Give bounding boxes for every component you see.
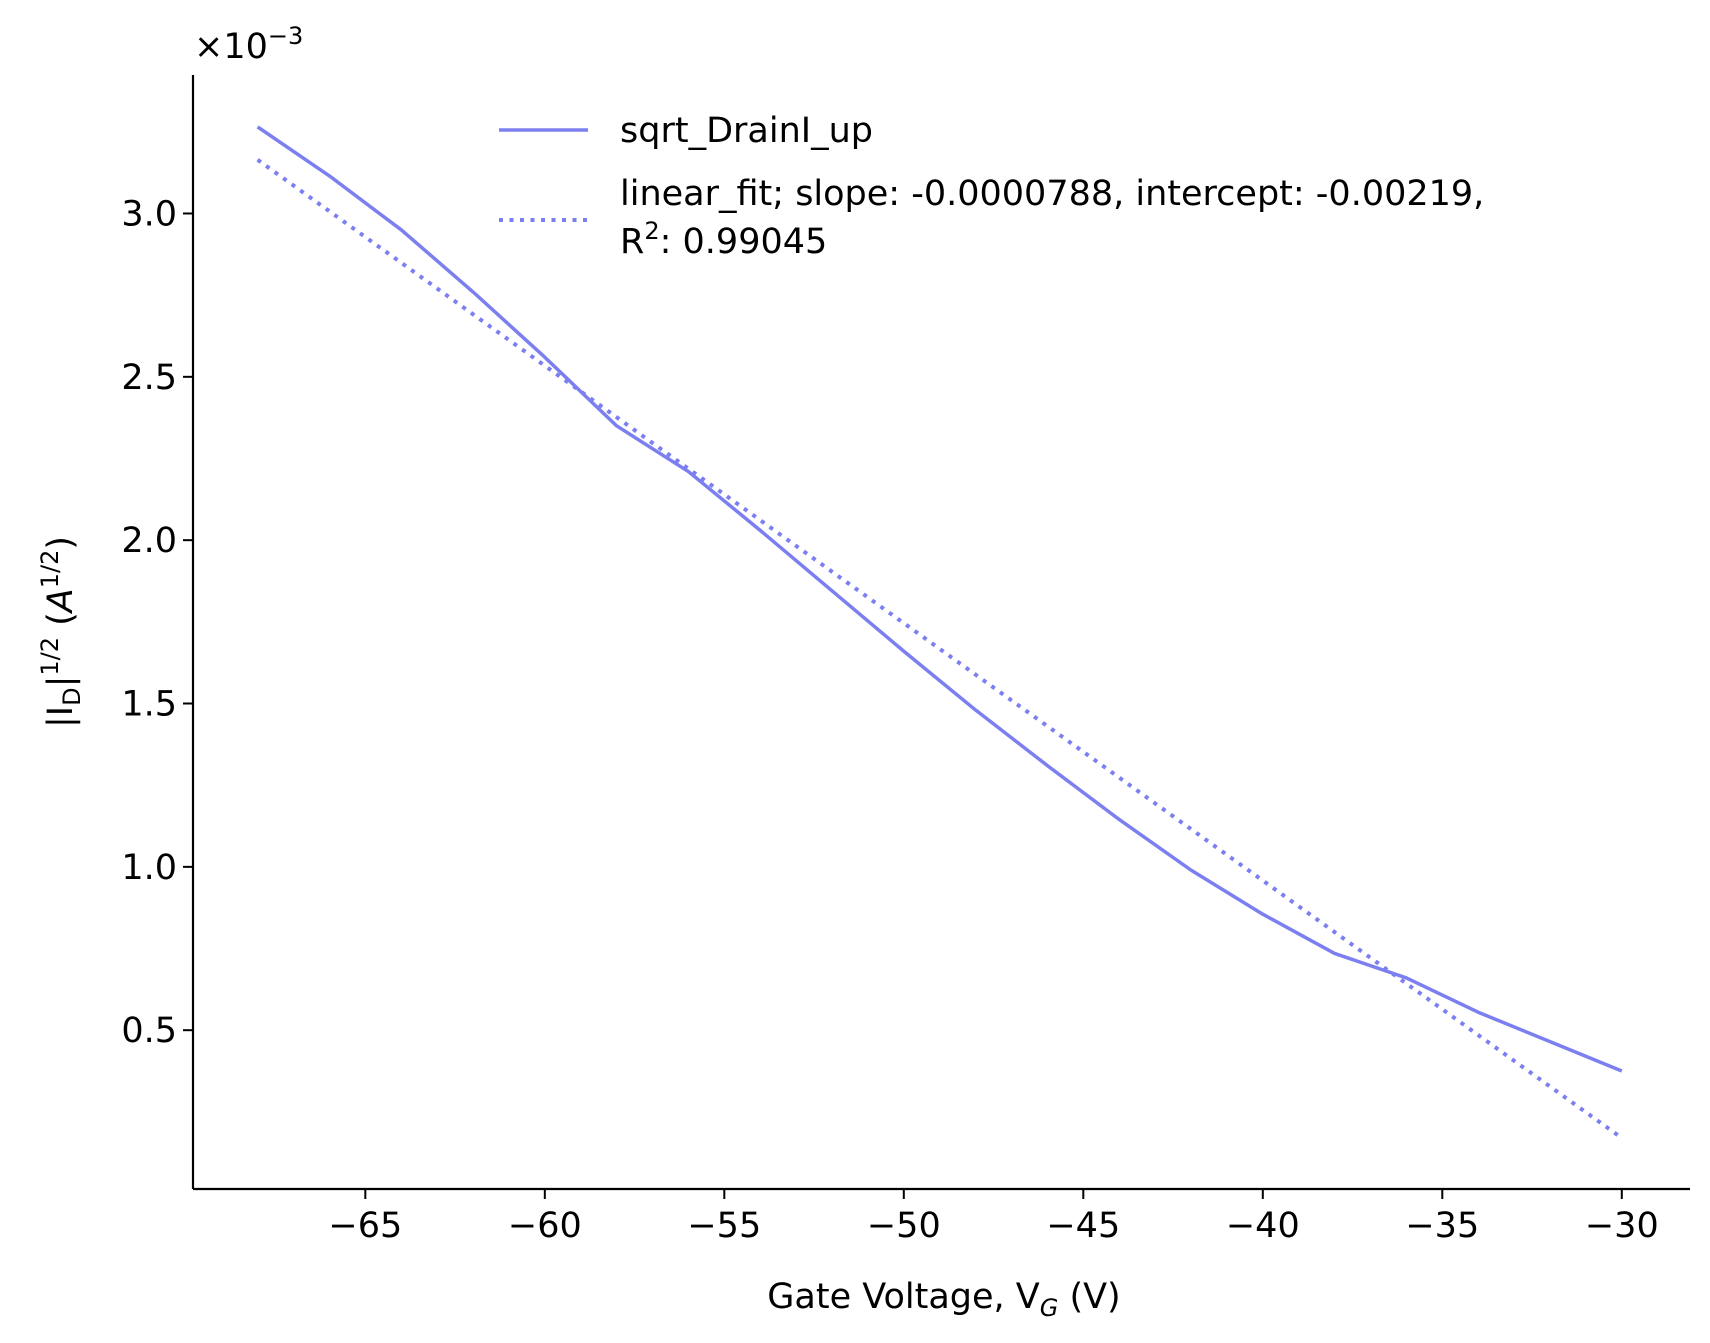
y-tick-label: 3.0 bbox=[121, 194, 177, 234]
legend: sqrt_DrainI_up linear_fit; slope: -0.000… bbox=[499, 111, 1484, 262]
x-tick-label: −35 bbox=[1405, 1206, 1479, 1246]
x-axis-ticks: −65 −60 −55 −50 −45 −40 −35 −30 bbox=[328, 1189, 1659, 1246]
y-tick-label: 1.0 bbox=[121, 848, 177, 888]
x-tick-label: −50 bbox=[867, 1206, 941, 1246]
x-tick-label: −45 bbox=[1046, 1206, 1120, 1246]
x-tick-label: −30 bbox=[1585, 1206, 1659, 1246]
y-tick-label: 2.0 bbox=[121, 521, 177, 561]
x-tick-label: −40 bbox=[1226, 1206, 1300, 1246]
x-tick-label: −60 bbox=[508, 1206, 582, 1246]
legend-label-linear-fit: linear_fit; slope: -0.0000788, intercept… bbox=[620, 174, 1484, 214]
legend-label-linear-fit-r2: R2: 0.99045 bbox=[620, 217, 827, 262]
y-tick-label: 0.5 bbox=[121, 1011, 177, 1051]
x-axis-label: Gate Voltage, VG (V) bbox=[767, 1277, 1120, 1322]
x-tick-label: −55 bbox=[687, 1206, 761, 1246]
x-tick-label: −65 bbox=[328, 1206, 402, 1246]
y-axis-label: |ID|1/2 (A1/2) bbox=[36, 536, 86, 728]
legend-label-sqrt-draini-up: sqrt_DrainI_up bbox=[620, 111, 873, 151]
y-multiplier: ×10−3 bbox=[194, 22, 303, 67]
plot-area bbox=[256, 125, 1623, 1140]
y-tick-label: 2.5 bbox=[121, 358, 177, 398]
series-linear-fit bbox=[256, 158, 1623, 1140]
y-tick-label: 1.5 bbox=[121, 685, 177, 725]
y-axis-ticks: 0.5 1.0 1.5 2.0 2.5 3.0 bbox=[121, 194, 193, 1051]
